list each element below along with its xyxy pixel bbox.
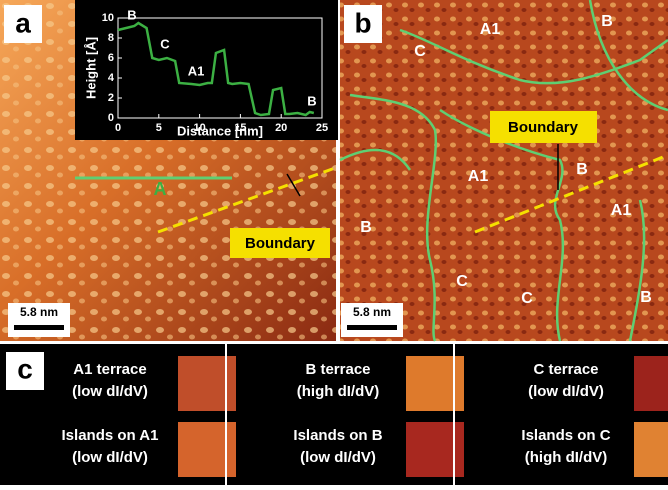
cell-text: (high dI/dV) [525, 449, 607, 466]
region-label: C [521, 290, 533, 307]
color-swatch [406, 422, 464, 477]
cell-text: Islands on B [293, 427, 382, 444]
region-label: B [640, 289, 652, 306]
region-label: A1 [611, 202, 632, 219]
color-swatch [178, 356, 236, 411]
cell-text: Islands on C [521, 427, 610, 444]
cell-text: B terrace [305, 361, 370, 378]
x-tick-label: 20 [275, 122, 287, 134]
stm-texture-b [340, 0, 668, 341]
boundary-label: Boundary [245, 235, 316, 252]
x-axis-label: Distance [nm] [177, 123, 263, 138]
x-tick-label: 25 [316, 122, 328, 134]
x-tick-label: 0 [115, 122, 121, 134]
boundary-label: Boundary [508, 119, 579, 136]
scale-bar [14, 325, 64, 330]
y-tick-label: 8 [108, 32, 114, 44]
cell-text: Islands on A1 [62, 427, 159, 444]
color-swatch [178, 422, 236, 477]
profile-annotation: B [307, 93, 316, 108]
panel-label: c [17, 353, 33, 384]
panel-label: a [15, 7, 31, 38]
figure: A Boundary Boundary 5.8 nm 5.8 nm a b c … [0, 0, 668, 485]
y-tick-label: 0 [108, 112, 114, 124]
color-swatch [634, 356, 668, 411]
color-swatch [406, 356, 464, 411]
y-tick-label: 2 [108, 92, 114, 104]
cell-text: (high dI/dV) [297, 383, 379, 400]
profile-annotation: A1 [188, 63, 205, 78]
profile-annotation: C [160, 36, 170, 51]
scale-label: 5.8 nm [20, 305, 58, 319]
region-label: B [360, 219, 372, 236]
cell-text: (low dI/dV) [528, 383, 604, 400]
y-tick-label: 4 [108, 72, 115, 84]
region-label: B [601, 13, 613, 30]
region-label: C [414, 43, 426, 60]
region-label: B [576, 161, 588, 178]
y-axis-label: Height [Å] [83, 37, 98, 99]
x-tick-label: 5 [156, 122, 162, 134]
profile-annotation: B [127, 7, 136, 22]
region-label: A1 [468, 168, 489, 185]
cell-text: (low dI/dV) [72, 449, 148, 466]
region-label: C [456, 273, 468, 290]
scale-bar [347, 325, 397, 330]
cell-text: (low dI/dV) [72, 383, 148, 400]
cell-text: (low dI/dV) [300, 449, 376, 466]
region-label: A1 [480, 21, 501, 38]
y-tick-label: 6 [108, 52, 114, 64]
y-tick-label: 10 [102, 12, 114, 24]
inset [75, 0, 338, 140]
scale-label: 5.8 nm [353, 305, 391, 319]
cell-text: A1 terrace [73, 361, 146, 378]
color-swatch [634, 422, 668, 477]
cell-text: C terrace [533, 361, 598, 378]
profile-marker: A [154, 179, 167, 199]
panel-label: b [354, 7, 371, 38]
